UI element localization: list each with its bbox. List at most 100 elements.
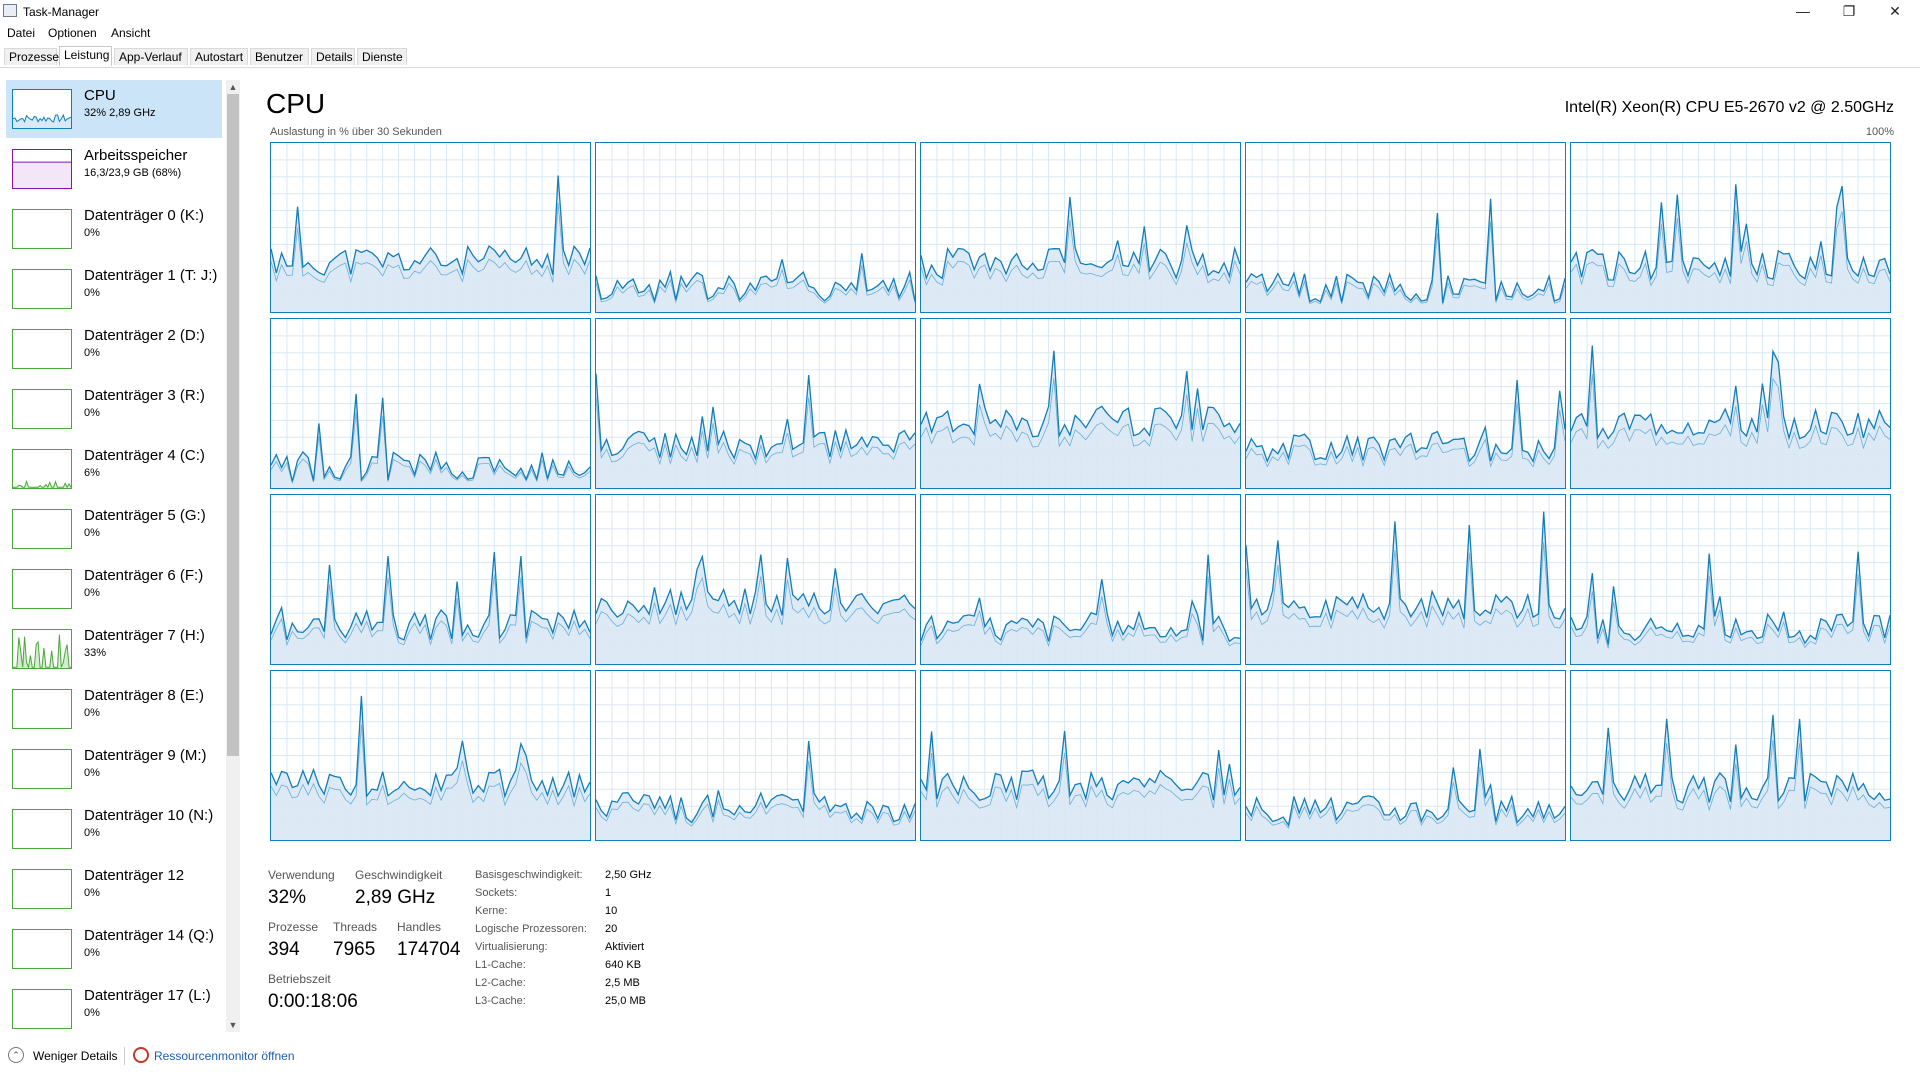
core-graph-canvas: [1571, 495, 1890, 664]
sidebar-item-disk-5[interactable]: Datenträger 5 (G:) 0%: [6, 500, 222, 558]
usage-area: [1246, 749, 1565, 840]
disk-thumbnail: [12, 569, 72, 609]
sidebar-item-value: 0%: [84, 767, 100, 779]
fewer-details-link[interactable]: Weniger Details: [33, 1049, 118, 1063]
usage-line: [921, 196, 1240, 281]
resource-monitor-icon[interactable]: [133, 1047, 149, 1063]
graph-caption: Auslastung in % über 30 Sekunden: [270, 126, 442, 138]
tab-benutzer[interactable]: Benutzer: [250, 48, 309, 65]
processes-value: 394: [268, 939, 300, 960]
usage-line: [1571, 714, 1890, 804]
sidebar-item-disk-17[interactable]: Datenträger 17 (L:) 0%: [6, 980, 222, 1032]
usage-area: [1571, 714, 1890, 840]
kernel-time-line: [1571, 574, 1890, 649]
tab-app-verlauf[interactable]: App-Verlauf: [114, 48, 188, 65]
cpu-thumb-area: [13, 114, 71, 128]
chevron-up-icon[interactable]: ⌃: [8, 1047, 24, 1063]
core-graph-canvas: [271, 319, 590, 488]
core-graph: [1570, 318, 1891, 489]
info-value: 25,0 MB: [605, 995, 646, 1007]
disk-thumbnail: [12, 449, 72, 489]
sidebar-item-memory[interactable]: Arbeitsspeicher 16,3/23,9 GB (68%): [6, 140, 222, 198]
sidebar-item-disk-14[interactable]: Datenträger 14 (Q:) 0%: [6, 920, 222, 978]
tab-dienste[interactable]: Dienste: [357, 48, 407, 65]
tab-bar: Prozesse Leistung App-Verlauf Autostart …: [0, 46, 1920, 68]
disk-thumbnail: [12, 809, 72, 849]
core-graph: [1245, 142, 1566, 313]
sidebar-item-disk-1[interactable]: Datenträger 1 (T: J:) 0%: [6, 260, 222, 318]
core-graph-canvas: [596, 495, 915, 664]
sidebar-item-value: 0%: [84, 227, 100, 239]
scrollbar-thumb[interactable]: [227, 94, 239, 756]
disk-thumbnail: [12, 929, 72, 969]
kernel-time-line: [1246, 221, 1565, 305]
sidebar-item-disk-3[interactable]: Datenträger 3 (R:) 0%: [6, 380, 222, 438]
handles-label: Handles: [397, 920, 442, 934]
menu-optionen[interactable]: Optionen: [48, 26, 97, 40]
core-graph-canvas: [596, 143, 915, 312]
sidebar-item-disk-2[interactable]: Datenträger 2 (D:) 0%: [6, 320, 222, 378]
resource-sidebar: CPU 32% 2,89 GHz Arbeitsspeicher 16,3/23…: [6, 80, 222, 1032]
close-icon[interactable]: ✕: [1889, 3, 1901, 19]
sidebar-item-name: Datenträger 7 (H:): [84, 627, 205, 644]
usage-line: [1571, 345, 1890, 441]
sidebar-item-value: 0%: [84, 347, 100, 359]
tab-prozesse[interactable]: Prozesse: [4, 48, 59, 65]
disk-thumbnail: [12, 269, 72, 309]
usage-area: [596, 554, 915, 664]
sidebar-item-disk-10[interactable]: Datenträger 10 (N:) 0%: [6, 800, 222, 858]
scroll-up-icon[interactable]: ▲: [228, 82, 238, 92]
usage-area: [921, 197, 1240, 312]
kernel-time-line: [596, 265, 915, 305]
sidebar-item-name: Datenträger 8 (E:): [84, 687, 205, 704]
kernel-time-line: [596, 396, 915, 466]
usage-line: [1571, 184, 1890, 281]
sidebar-item-value: 0%: [84, 947, 100, 959]
sidebar-item-disk-12[interactable]: Datenträger 12 0%: [6, 860, 222, 918]
sidebar-scrollbar[interactable]: ▲ ▼: [226, 80, 240, 1032]
tab-leistung[interactable]: Leistung: [59, 46, 112, 66]
restore-icon[interactable]: ❐: [1842, 3, 1856, 19]
usage-line: [921, 730, 1240, 801]
tab-details[interactable]: Details: [311, 48, 355, 65]
core-graph: [920, 318, 1241, 489]
disk-thumbnail: [12, 989, 72, 1029]
disk-thumbnail: [12, 749, 72, 789]
tab-autostart[interactable]: Autostart: [190, 48, 248, 65]
info-key: Sockets:: [475, 887, 518, 899]
scroll-down-icon[interactable]: ▼: [228, 1020, 238, 1030]
menu-datei[interactable]: Datei: [7, 26, 36, 40]
core-graph: [595, 318, 916, 489]
usage-area: [271, 552, 590, 664]
sidebar-item-disk-7[interactable]: Datenträger 7 (H:) 33%: [6, 620, 222, 678]
usage-line: [1246, 380, 1565, 464]
menu-ansicht[interactable]: Ansicht: [111, 26, 151, 40]
sidebar-item-disk-4[interactable]: Datenträger 4 (C:) 6%: [6, 440, 222, 498]
sidebar-item-name: Datenträger 6 (F:): [84, 567, 204, 584]
sidebar-item-value: 32% 2,89 GHz: [84, 107, 156, 119]
minimize-icon[interactable]: —: [1796, 3, 1810, 19]
info-value: 20: [605, 923, 618, 935]
sidebar-item-cpu[interactable]: CPU 32% 2,89 GHz: [6, 80, 222, 138]
info-value: Aktiviert: [605, 941, 645, 953]
core-graph-canvas: [1571, 143, 1890, 312]
core-graph-canvas: [1246, 671, 1565, 840]
info-key: Logische Prozessoren:: [475, 923, 587, 935]
footer-divider: [124, 1047, 125, 1065]
usage-area: [271, 393, 590, 488]
usage-area: [921, 350, 1240, 488]
sidebar-item-value: 16,3/23,9 GB (68%): [84, 167, 182, 179]
info-key: Basisgeschwindigkeit:: [475, 869, 583, 881]
core-graph: [1245, 494, 1566, 665]
sidebar-item-disk-8[interactable]: Datenträger 8 (E:) 0%: [6, 680, 222, 738]
resource-monitor-link[interactable]: Ressourcenmonitor öffnen: [154, 1049, 295, 1063]
sidebar-item-disk-9[interactable]: Datenträger 9 (M:) 0%: [6, 740, 222, 798]
disk-thumbnail: [12, 629, 72, 669]
sidebar-item-disk-6[interactable]: Datenträger 6 (F:) 0%: [6, 560, 222, 618]
sidebar-item-disk-0[interactable]: Datenträger 0 (K:) 0%: [6, 200, 222, 258]
core-graph: [270, 670, 591, 841]
usage-line: [271, 175, 590, 277]
core-graph: [920, 142, 1241, 313]
task-manager-icon: [3, 4, 17, 17]
info-key: Kerne:: [475, 905, 508, 917]
